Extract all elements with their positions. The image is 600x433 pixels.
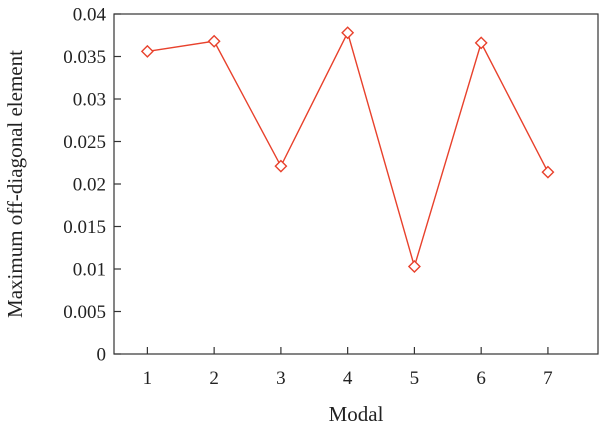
y-tick-label: 0.025 [63,132,106,153]
y-tick-label: 0.04 [73,5,107,26]
x-tick-label: 3 [276,368,286,389]
x-tick-label: 6 [476,368,486,389]
data-point [207,34,221,48]
data-point [274,159,288,173]
y-tick-label: 0.035 [63,47,106,68]
y-tick-label: 0.005 [63,302,106,323]
y-tick-label: 0.02 [73,175,106,196]
plot-frame [113,13,599,355]
y-tick-label: 0.03 [73,90,106,111]
data-point [541,165,555,179]
x-tick-label: 5 [410,368,420,389]
y-tick-label: 0.01 [73,260,106,281]
y-axis-title: Maximum off-diagonal element [3,50,27,318]
y-tick-label: 0 [97,345,107,366]
data-point [474,36,488,50]
data-point [140,44,154,58]
y-tick-label: 0.015 [63,217,106,238]
data-point [407,259,421,273]
series-line [147,30,549,269]
x-tick-label: 4 [343,368,353,389]
series-layer [140,26,555,273]
data-point [341,26,355,40]
x-axis-title: Modal [329,402,384,426]
y-axis: 0 0.005 0.01 0.015 0.02 0.025 0.03 0.035 0.04 [63,5,121,366]
x-tick-label: 7 [543,368,553,389]
x-tick-label: 2 [209,368,219,389]
x-axis: 1 2 3 4 5 6 7 [143,347,553,389]
x-tick-label: 1 [143,368,153,389]
